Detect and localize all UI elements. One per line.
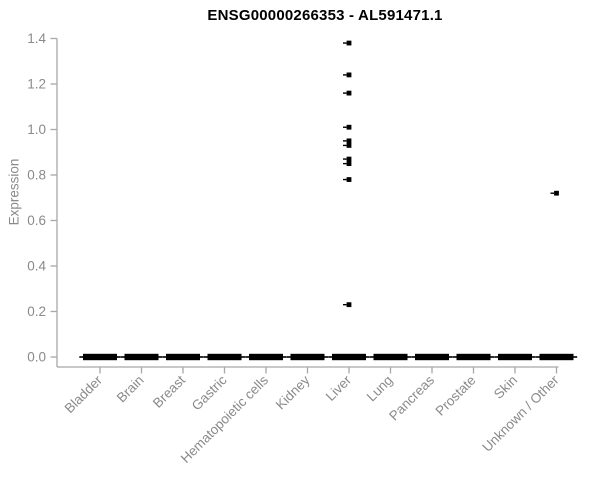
zero-expression-bar-right-tick bbox=[241, 356, 246, 358]
zero-expression-bar-left-tick bbox=[535, 356, 540, 358]
outlier-point-left-tick bbox=[343, 92, 347, 94]
outlier-point-left-tick bbox=[343, 178, 347, 181]
outlier-point-left-tick bbox=[343, 162, 347, 165]
outlier-point-left-tick bbox=[550, 192, 555, 194]
x-tick-label: Lung bbox=[364, 373, 396, 405]
zero-expression-bar-left-tick bbox=[494, 356, 498, 358]
y-tick-label: 0.8 bbox=[27, 168, 46, 183]
x-tick-label: Unknown / Other bbox=[479, 372, 562, 455]
zero-expression-bar bbox=[290, 353, 325, 361]
zero-expression-bar-right-tick bbox=[200, 356, 204, 358]
zero-expression-bar-left-tick bbox=[203, 356, 208, 358]
y-tick-label: 1.4 bbox=[27, 31, 46, 46]
outlier-point-left-tick bbox=[343, 140, 347, 142]
outlier-point bbox=[346, 177, 352, 182]
zero-expression-bar-left-tick bbox=[79, 356, 83, 358]
zero-expression-bar-left-tick bbox=[411, 356, 415, 358]
outlier-point bbox=[346, 72, 352, 78]
zero-expression-bar-right-tick bbox=[366, 356, 370, 358]
outlier-point-left-tick bbox=[343, 303, 347, 306]
zero-expression-bar bbox=[83, 353, 117, 361]
x-tick-label: Brain bbox=[114, 373, 147, 406]
zero-expression-bar-left-tick bbox=[286, 356, 291, 358]
zero-expression-bar-right-tick bbox=[283, 356, 287, 358]
x-tick-label: Gastric bbox=[189, 372, 230, 413]
x-tick-label: Liver bbox=[323, 372, 355, 404]
outlier-point-left-tick bbox=[343, 74, 347, 76]
zero-expression-bar-right-tick bbox=[449, 356, 453, 358]
outlier-point-left-tick bbox=[343, 158, 347, 160]
zero-expression-bar-left-tick bbox=[120, 356, 125, 358]
zero-expression-bar-right-tick bbox=[117, 356, 121, 358]
zero-expression-bar-right-tick bbox=[407, 356, 412, 358]
zero-expression-bar-right-tick bbox=[158, 356, 163, 358]
outlier-point-left-tick bbox=[343, 144, 347, 147]
outlier-point-left-tick bbox=[343, 42, 347, 44]
outlier-point bbox=[346, 143, 352, 148]
zero-expression-bar bbox=[332, 353, 366, 361]
zero-expression-bar bbox=[498, 353, 532, 361]
outlier-point bbox=[554, 190, 559, 196]
zero-expression-bar-left-tick bbox=[328, 356, 332, 358]
outlier-point bbox=[346, 156, 352, 162]
zero-expression-bar-left-tick bbox=[452, 356, 457, 358]
outlier-point bbox=[346, 302, 352, 308]
y-tick-label: 0.4 bbox=[27, 259, 46, 274]
zero-expression-bar bbox=[456, 353, 491, 361]
y-tick-label: 1.0 bbox=[27, 122, 46, 137]
chart-title: ENSG00000266353 - AL591471.1 bbox=[207, 7, 443, 24]
outlier-point bbox=[346, 138, 352, 144]
y-tick-label: 0.6 bbox=[27, 213, 46, 228]
outlier-point bbox=[346, 161, 352, 167]
outlier-point bbox=[346, 124, 352, 130]
zero-expression-bar bbox=[415, 353, 449, 361]
zero-expression-bar bbox=[539, 353, 574, 361]
x-tick-label: Prostate bbox=[432, 373, 478, 419]
outlier-point bbox=[346, 40, 352, 46]
x-tick-label: Kidney bbox=[273, 372, 313, 412]
zero-expression-bar-right-tick bbox=[490, 356, 495, 358]
zero-expression-bar-right-tick bbox=[324, 356, 329, 358]
x-tick-label: Skin bbox=[491, 373, 520, 402]
zero-expression-bar bbox=[249, 353, 283, 361]
zero-expression-bar bbox=[166, 353, 200, 361]
zero-expression-bar bbox=[373, 353, 408, 361]
x-tick-label: Pancreas bbox=[386, 372, 437, 423]
x-tick-label: Bladder bbox=[62, 372, 106, 416]
x-tick-label: Breast bbox=[150, 372, 188, 410]
zero-expression-bar bbox=[207, 353, 242, 361]
zero-expression-bar bbox=[124, 353, 159, 361]
outlier-point-left-tick bbox=[343, 126, 347, 128]
zero-expression-bar-right-tick bbox=[573, 356, 578, 358]
zero-expression-bar-left-tick bbox=[162, 356, 166, 358]
outlier-point bbox=[346, 90, 352, 96]
y-tick-label: 0.2 bbox=[27, 304, 46, 319]
zero-expression-bar-left-tick bbox=[245, 356, 249, 358]
y-tick-label: 1.2 bbox=[27, 77, 46, 92]
zero-expression-bar-right-tick bbox=[532, 356, 536, 358]
zero-expression-bar-left-tick bbox=[369, 356, 374, 358]
y-tick-label: 0.0 bbox=[27, 350, 46, 365]
